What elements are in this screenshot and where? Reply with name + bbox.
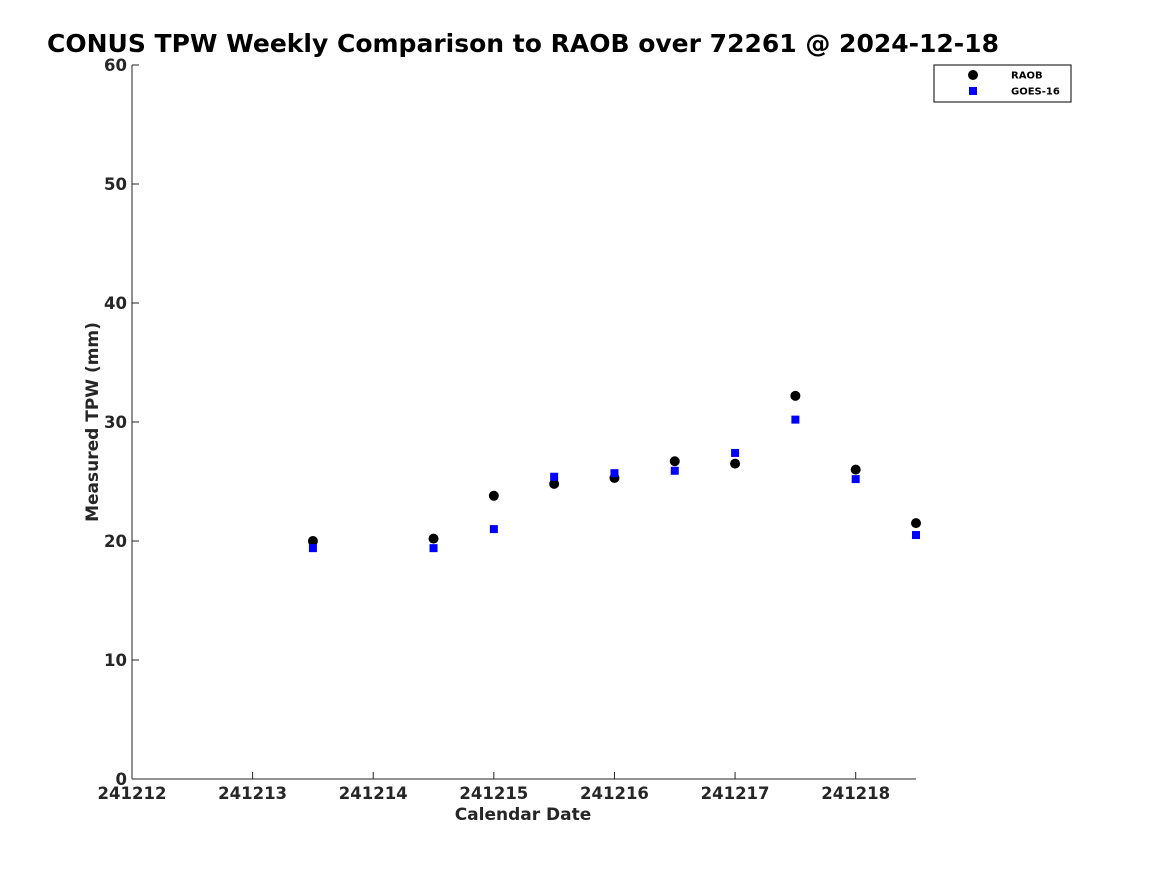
point-raob: [730, 458, 741, 469]
point-goes16: [610, 469, 619, 478]
y-tick-label: 20: [104, 532, 127, 551]
legend-box: [933, 64, 1072, 103]
x-tick-label: 241212: [98, 784, 167, 803]
x-axis-ticks: 241212 241213 241214 241215 241216 241217 2412…: [98, 772, 890, 803]
x-tick-label: 241213: [218, 784, 287, 803]
x-tick-label: 241215: [459, 784, 528, 803]
point-goes16: [550, 472, 559, 481]
y-tick-label: 10: [104, 651, 127, 670]
point-goes16: [791, 415, 800, 424]
point-goes16: [489, 525, 498, 534]
y-tick-label: 30: [104, 413, 127, 432]
point-raob: [669, 456, 680, 467]
point-goes16: [912, 531, 920, 540]
y-tick-label: 60: [104, 56, 127, 75]
point-raob: [488, 490, 499, 501]
point-goes16: [670, 466, 679, 475]
legend-label-goes16: GOES-16: [1011, 87, 1060, 98]
x-axis-label: Calendar Date: [455, 805, 592, 825]
point-raob: [307, 536, 318, 546]
chart-title: CONUS TPW Weekly Comparison to RAOB over…: [47, 29, 999, 58]
point-raob: [790, 390, 801, 401]
y-tick-label: 50: [104, 175, 127, 194]
legend: RAOB GOES-16: [933, 64, 1072, 103]
y-tick-label: 40: [104, 294, 127, 313]
point-goes16: [731, 448, 740, 457]
y-tick-label: 0: [116, 770, 127, 789]
legend-marker-goes16: [969, 87, 977, 95]
y-axis-ticks: 0 10 20 30 40 50 60: [104, 56, 139, 789]
point-goes16: [308, 544, 317, 553]
legend-label-raob: RAOB: [1011, 71, 1043, 82]
legend-marker-raob: [968, 70, 978, 80]
data-points: [307, 390, 921, 553]
point-raob: [428, 533, 439, 544]
point-raob: [549, 478, 560, 489]
y-axis-label: Measured TPW (mm): [83, 322, 103, 522]
point-goes16: [851, 475, 860, 484]
point-goes16: [429, 544, 438, 553]
x-tick-label: 241214: [339, 784, 408, 803]
point-raob: [850, 464, 861, 475]
point-raob: [911, 518, 921, 529]
x-tick-label: 241217: [701, 784, 770, 803]
x-tick-label: 241218: [821, 784, 890, 803]
x-tick-label: 241216: [580, 784, 649, 803]
